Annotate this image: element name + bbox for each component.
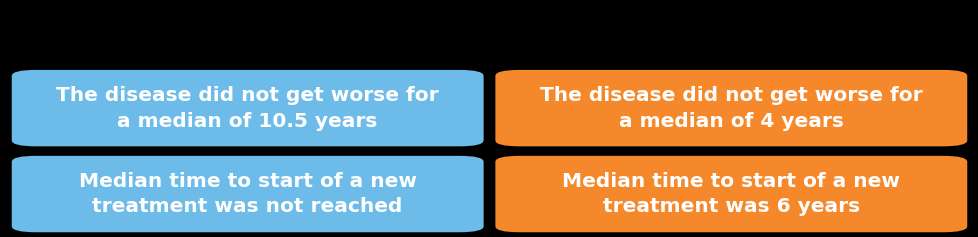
FancyBboxPatch shape <box>12 156 483 232</box>
FancyBboxPatch shape <box>495 70 966 146</box>
FancyBboxPatch shape <box>495 156 966 232</box>
Text: The disease did not get worse for
a median of 4 years: The disease did not get worse for a medi… <box>540 86 921 131</box>
Text: Median time to start of a new
treatment was not reached: Median time to start of a new treatment … <box>78 172 417 216</box>
Text: Median time to start of a new
treatment was 6 years: Median time to start of a new treatment … <box>561 172 900 216</box>
Text: The disease did not get worse for
a median of 10.5 years: The disease did not get worse for a medi… <box>57 86 438 131</box>
FancyBboxPatch shape <box>12 70 483 146</box>
